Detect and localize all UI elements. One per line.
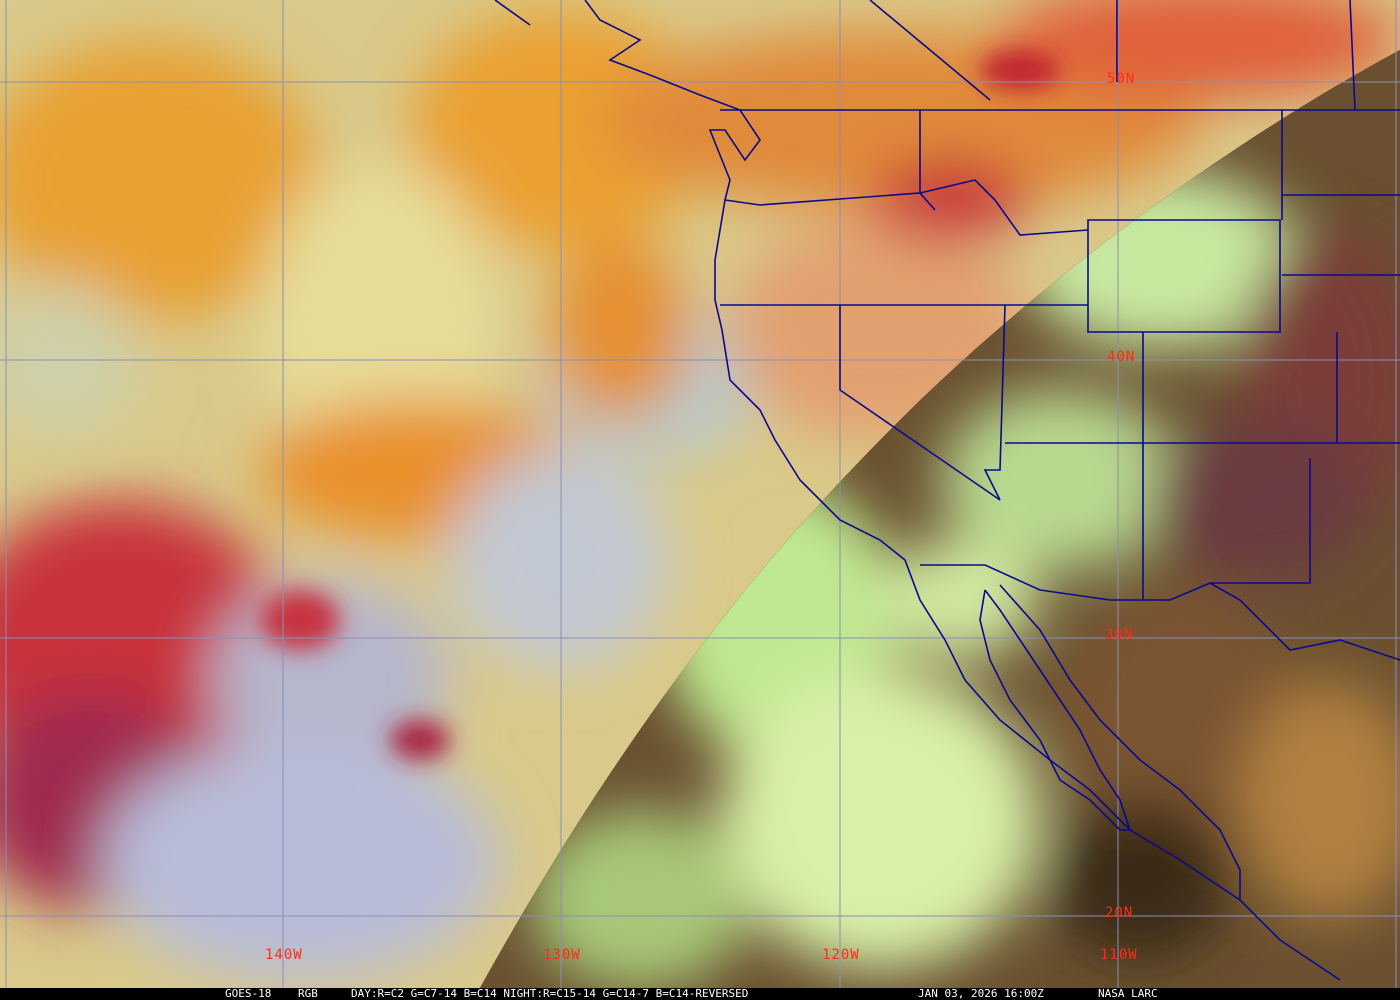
caption-credit: NASA LARC: [1098, 987, 1158, 1000]
longitude-label-130w: 130W: [543, 947, 581, 963]
state-borders: [720, 0, 1400, 600]
longitude-label-140w: 140W: [265, 947, 303, 963]
latitude-label-30n: 30N: [1105, 627, 1134, 643]
image-caption-bar: GOES-18 RGB DAY:R=C2 G=C7-14 B=C14 NIGHT…: [0, 988, 1400, 1000]
caption-satellite: GOES-18: [225, 987, 272, 1000]
latitude-label-20n: 20N: [1105, 905, 1134, 921]
mexico-mainland-coast: [999, 584, 1241, 900]
us-mexico-border: [920, 564, 1400, 661]
coastline: [494, 0, 1341, 981]
political-borders: [494, 0, 1400, 981]
longitude-label-120w: 120W: [822, 947, 860, 963]
baja-peninsula: [979, 589, 1132, 831]
latitude-label-50n: 50N: [1107, 71, 1136, 87]
caption-timestamp: JAN 03, 2026 16:00Z: [918, 987, 1044, 1000]
caption-product: RGB: [298, 987, 318, 1000]
longitude-label-110w: 110W: [1100, 947, 1138, 963]
caption-recipe: DAY:R=C2 G=C7-14 B=C14 NIGHT:R=C15-14 G=…: [351, 987, 749, 1000]
latitude-label-40n: 40N: [1107, 349, 1136, 365]
